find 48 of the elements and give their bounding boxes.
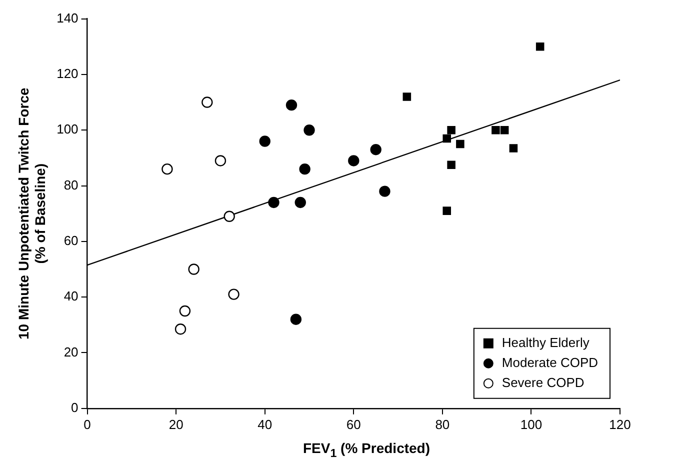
point <box>304 124 315 136</box>
y-tick-label: 40 <box>64 288 78 304</box>
point <box>348 155 360 166</box>
point <box>509 144 518 152</box>
legend-label: Moderate COPD <box>502 354 598 370</box>
x-tick-label: 100 <box>520 416 542 432</box>
point <box>259 136 270 147</box>
point <box>492 126 500 134</box>
legend-label: Healthy Elderly <box>502 334 590 350</box>
point <box>456 140 464 148</box>
point <box>224 210 235 222</box>
x-tick-label: 80 <box>435 416 450 432</box>
y-tick-label: 60 <box>64 233 78 248</box>
point <box>294 196 306 208</box>
point <box>500 126 509 134</box>
point <box>174 323 186 335</box>
x-tick-label: 60 <box>346 416 361 432</box>
point <box>162 163 173 175</box>
x-tick-label: 0 <box>84 416 91 432</box>
point <box>442 206 452 215</box>
point <box>179 305 191 317</box>
point <box>379 186 390 197</box>
y-tick-label: 0 <box>71 400 78 415</box>
y-tick-label: 100 <box>56 122 78 137</box>
y-tick-label: 140 <box>56 10 78 26</box>
point <box>214 155 226 166</box>
point <box>299 163 310 175</box>
point <box>442 134 452 143</box>
y-axis-title: 10 Minute Unpotentiated Twitch Force (% of Baseline) <box>15 88 48 340</box>
point <box>402 92 412 101</box>
point <box>188 264 200 275</box>
point <box>228 288 240 300</box>
point <box>290 314 302 325</box>
point <box>202 96 213 108</box>
point <box>447 126 456 134</box>
y-tick-label: 20 <box>64 344 78 360</box>
point <box>536 42 544 51</box>
legend-label: Severe COPD <box>502 374 584 390</box>
x-tick-label: 20 <box>168 416 184 432</box>
point <box>286 99 298 111</box>
point <box>370 144 382 156</box>
point <box>447 160 456 170</box>
y-tick-label: 80 <box>64 177 78 192</box>
x-tick-label: 40 <box>258 416 272 432</box>
x-tick-label: 120 <box>609 416 631 432</box>
x-axis-title: FEV$_{1}$ (% Predicted) <box>302 440 432 460</box>
y-tick-label: 120 <box>56 66 78 82</box>
point <box>268 196 280 208</box>
